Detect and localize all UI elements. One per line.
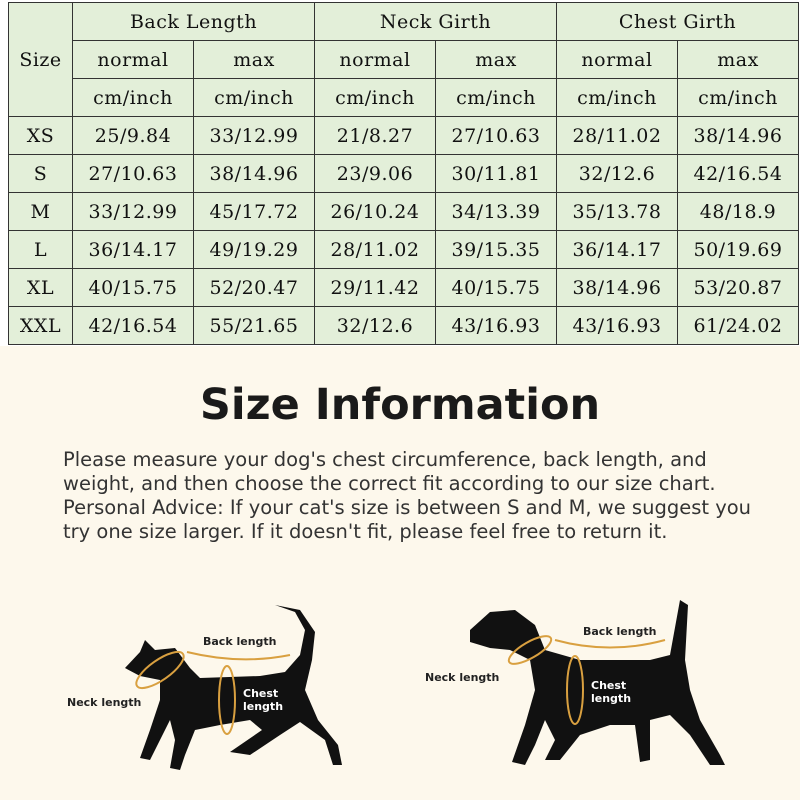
size-cell: XXL [8,306,73,345]
value-cell: 28/11.02 [314,230,436,269]
value-cell: 29/11.42 [314,268,436,307]
info-section [0,346,800,800]
value-cell: 21/8.27 [314,116,436,155]
subheader: max [435,40,557,79]
value-cell: 26/10.24 [314,192,436,231]
info-description: Please measure your dog's chest circumfe… [63,448,752,543]
value-cell: 36/14.17 [72,230,194,269]
table-row: XXL 42/16.54 55/21.65 32/12.6 43/16.93 43/16.… [8,306,799,345]
value-cell: 38/14.96 [677,116,799,155]
value-cell: 25/9.84 [72,116,194,155]
value-cell: 32/12.6 [556,154,678,193]
subheader: normal [72,40,194,79]
value-cell: 42/16.54 [72,306,194,345]
value-cell: 39/15.35 [435,230,557,269]
size-table-area: Size Back Length Neck Girth Chest Girth … [0,0,800,346]
dog-back-label: Back length [583,625,657,638]
dog-neck-label: Neck length [425,671,499,684]
value-cell: 30/11.81 [435,154,557,193]
dog-chest-label-2: length [591,692,631,705]
cat-diagram: Back length Neck length Chest length [67,605,342,770]
table-row: S 27/10.63 38/14.96 23/9.06 30/11.81 32/12.6 4… [8,154,799,193]
value-cell: 61/24.02 [677,306,799,345]
unit: cm/inch [435,78,557,117]
value-cell: 40/15.75 [435,268,557,307]
size-cell: S [8,154,73,193]
unit: cm/inch [193,78,315,117]
value-cell: 40/15.75 [72,268,194,307]
subheader: normal [314,40,436,79]
value-cell: 49/19.29 [193,230,315,269]
dog-diagram: Back length Neck length Chest length [425,600,725,765]
table-row: L 36/14.17 49/19.29 28/11.02 39/15.35 36/14.1… [8,230,799,269]
subheader: max [677,40,799,79]
size-cell: XL [8,268,73,307]
value-cell: 55/21.65 [193,306,315,345]
info-title: Size Information [199,380,601,430]
size-table: Size Back Length Neck Girth Chest Girth … [8,2,799,345]
value-cell: 23/9.06 [314,154,436,193]
cat-chest-label: Chest [243,687,278,700]
value-cell: 38/14.96 [193,154,315,193]
group-neck-girth: Neck Girth [314,2,557,41]
group-back-length: Back Length [72,2,315,41]
size-cell: M [8,192,73,231]
value-cell: 32/12.6 [314,306,436,345]
value-cell: 53/20.87 [677,268,799,307]
value-cell: 43/16.93 [435,306,557,345]
dog-chest-label: Chest [591,679,626,692]
value-cell: 38/14.96 [556,268,678,307]
value-cell: 43/16.93 [556,306,678,345]
value-cell: 34/13.39 [435,192,557,231]
value-cell: 48/18.9 [677,192,799,231]
cat-neck-label: Neck length [67,696,141,709]
cat-chest-label-2: length [243,700,283,713]
value-cell: 27/10.63 [72,154,194,193]
cat-back-label: Back length [203,635,277,648]
value-cell: 36/14.17 [556,230,678,269]
group-chest-girth: Chest Girth [556,2,799,41]
value-cell: 28/11.02 [556,116,678,155]
unit: cm/inch [72,78,194,117]
unit: cm/inch [556,78,678,117]
value-cell: 52/20.47 [193,268,315,307]
value-cell: 35/13.78 [556,192,678,231]
table-row: XS 25/9.84 33/12.99 21/8.27 27/10.63 28/11.02… [8,116,799,155]
size-cell: XS [8,116,73,155]
value-cell: 42/16.54 [677,154,799,193]
size-cell: L [8,230,73,269]
unit: cm/inch [314,78,436,117]
value-cell: 33/12.99 [193,116,315,155]
value-cell: 33/12.99 [72,192,194,231]
subheader: normal [556,40,678,79]
value-cell: 45/17.72 [193,192,315,231]
table-row: XL 40/15.75 52/20.47 29/11.42 40/15.75 38/14.… [8,268,799,307]
value-cell: 27/10.63 [435,116,557,155]
unit: cm/inch [677,78,799,117]
size-header: Size [8,2,73,117]
value-cell: 50/19.69 [677,230,799,269]
subheader: max [193,40,315,79]
table-row: M 33/12.99 45/17.72 26/10.24 34/13.39 35/13.7… [8,192,799,231]
dog-silhouette [470,600,725,765]
